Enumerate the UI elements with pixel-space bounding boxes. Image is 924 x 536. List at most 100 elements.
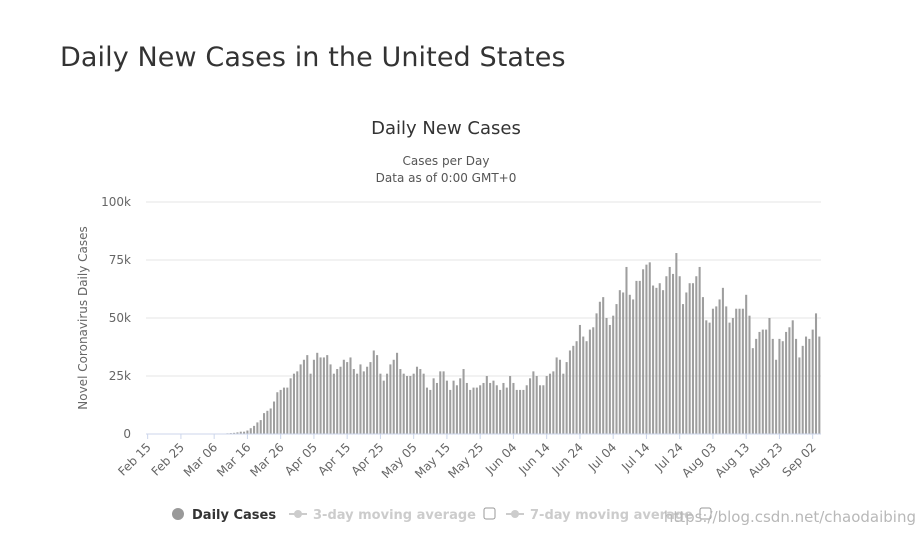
bar[interactable] <box>409 376 412 434</box>
bar[interactable] <box>758 331 761 434</box>
bar[interactable] <box>236 432 239 434</box>
bar[interactable] <box>708 322 711 434</box>
bar[interactable] <box>332 373 335 434</box>
bar[interactable] <box>745 294 748 434</box>
bar[interactable] <box>515 389 518 434</box>
bar[interactable] <box>519 389 522 434</box>
bar[interactable] <box>552 371 555 434</box>
bar[interactable] <box>455 385 458 434</box>
legend-item-3-day-moving-average[interactable]: 3-day moving average <box>289 508 476 523</box>
bar[interactable] <box>615 304 618 434</box>
bar[interactable] <box>691 283 695 434</box>
bar[interactable] <box>382 380 385 434</box>
bar[interactable] <box>688 283 691 434</box>
bar[interactable] <box>292 373 295 434</box>
bar[interactable] <box>678 276 681 434</box>
bar[interactable] <box>402 373 405 434</box>
bar[interactable] <box>356 373 359 434</box>
bar[interactable] <box>415 366 419 434</box>
bar[interactable] <box>811 329 814 434</box>
bar[interactable] <box>771 338 774 434</box>
bar[interactable] <box>672 273 675 434</box>
bar[interactable] <box>625 266 628 434</box>
bar[interactable] <box>276 392 279 434</box>
bar[interactable] <box>582 336 585 434</box>
bar[interactable] <box>462 369 465 434</box>
bar[interactable] <box>326 355 329 434</box>
bar[interactable] <box>369 362 372 434</box>
bar[interactable] <box>805 336 808 434</box>
bar[interactable] <box>542 385 545 434</box>
bar[interactable] <box>449 389 452 434</box>
bar[interactable] <box>545 376 548 434</box>
bar[interactable] <box>695 276 698 434</box>
bar[interactable] <box>818 336 821 434</box>
bar[interactable] <box>645 264 648 434</box>
legend-item-7-day-moving-average[interactable]: 7-day moving average <box>506 508 693 523</box>
bar[interactable] <box>475 387 478 434</box>
bar[interactable] <box>785 331 788 434</box>
bar[interactable] <box>429 389 432 434</box>
bar[interactable] <box>578 324 581 434</box>
bar[interactable] <box>286 387 289 434</box>
bar[interactable] <box>568 350 571 434</box>
bar[interactable] <box>638 280 641 434</box>
bar[interactable] <box>605 318 608 434</box>
bar[interactable] <box>405 376 409 434</box>
bar[interactable] <box>469 389 472 434</box>
bar[interactable] <box>662 290 665 434</box>
bar[interactable] <box>479 385 482 434</box>
bar[interactable] <box>715 306 718 434</box>
bar[interactable] <box>435 382 438 434</box>
bar[interactable] <box>512 382 515 434</box>
bar[interactable] <box>319 357 322 434</box>
bar[interactable] <box>243 431 246 434</box>
bar[interactable] <box>522 389 525 434</box>
bar[interactable] <box>535 376 538 434</box>
legend-checkbox-3-day[interactable] <box>483 507 496 520</box>
bar[interactable] <box>346 362 349 434</box>
bar[interactable] <box>263 413 266 434</box>
bar[interactable] <box>412 373 415 434</box>
bar[interactable] <box>386 373 389 434</box>
bar[interactable] <box>718 299 721 434</box>
bar[interactable] <box>575 341 578 434</box>
bar[interactable] <box>362 371 365 434</box>
bar[interactable] <box>309 373 312 434</box>
bar[interactable] <box>329 364 332 434</box>
bar[interactable] <box>698 266 701 434</box>
bar[interactable] <box>701 297 704 434</box>
bar[interactable] <box>306 355 309 434</box>
bar[interactable] <box>279 389 282 434</box>
bar[interactable] <box>529 378 532 434</box>
bar[interactable] <box>482 382 485 434</box>
bar[interactable] <box>296 371 299 434</box>
bar[interactable] <box>735 308 738 434</box>
bar[interactable] <box>585 341 588 434</box>
bar[interactable] <box>765 329 768 434</box>
bar[interactable] <box>272 401 276 434</box>
bar[interactable] <box>632 299 635 434</box>
bar[interactable] <box>233 432 236 434</box>
bar[interactable] <box>492 380 495 434</box>
bar[interactable] <box>249 428 252 434</box>
bar[interactable] <box>795 338 798 434</box>
bar[interactable] <box>608 324 611 434</box>
bar[interactable] <box>788 327 791 434</box>
bar[interactable] <box>555 357 558 434</box>
bar[interactable] <box>598 301 601 434</box>
bar[interactable] <box>289 378 292 434</box>
bar[interactable] <box>761 329 764 434</box>
bar[interactable] <box>352 369 355 434</box>
bar[interactable] <box>379 373 382 434</box>
bar[interactable] <box>392 359 395 434</box>
bar[interactable] <box>751 348 754 434</box>
bar[interactable] <box>642 269 645 434</box>
bar[interactable] <box>595 313 598 434</box>
bar[interactable] <box>652 285 655 434</box>
bar[interactable] <box>572 345 575 434</box>
bar[interactable] <box>445 380 448 434</box>
bar[interactable] <box>312 359 315 434</box>
bar[interactable] <box>562 373 565 434</box>
bar[interactable] <box>658 283 661 434</box>
